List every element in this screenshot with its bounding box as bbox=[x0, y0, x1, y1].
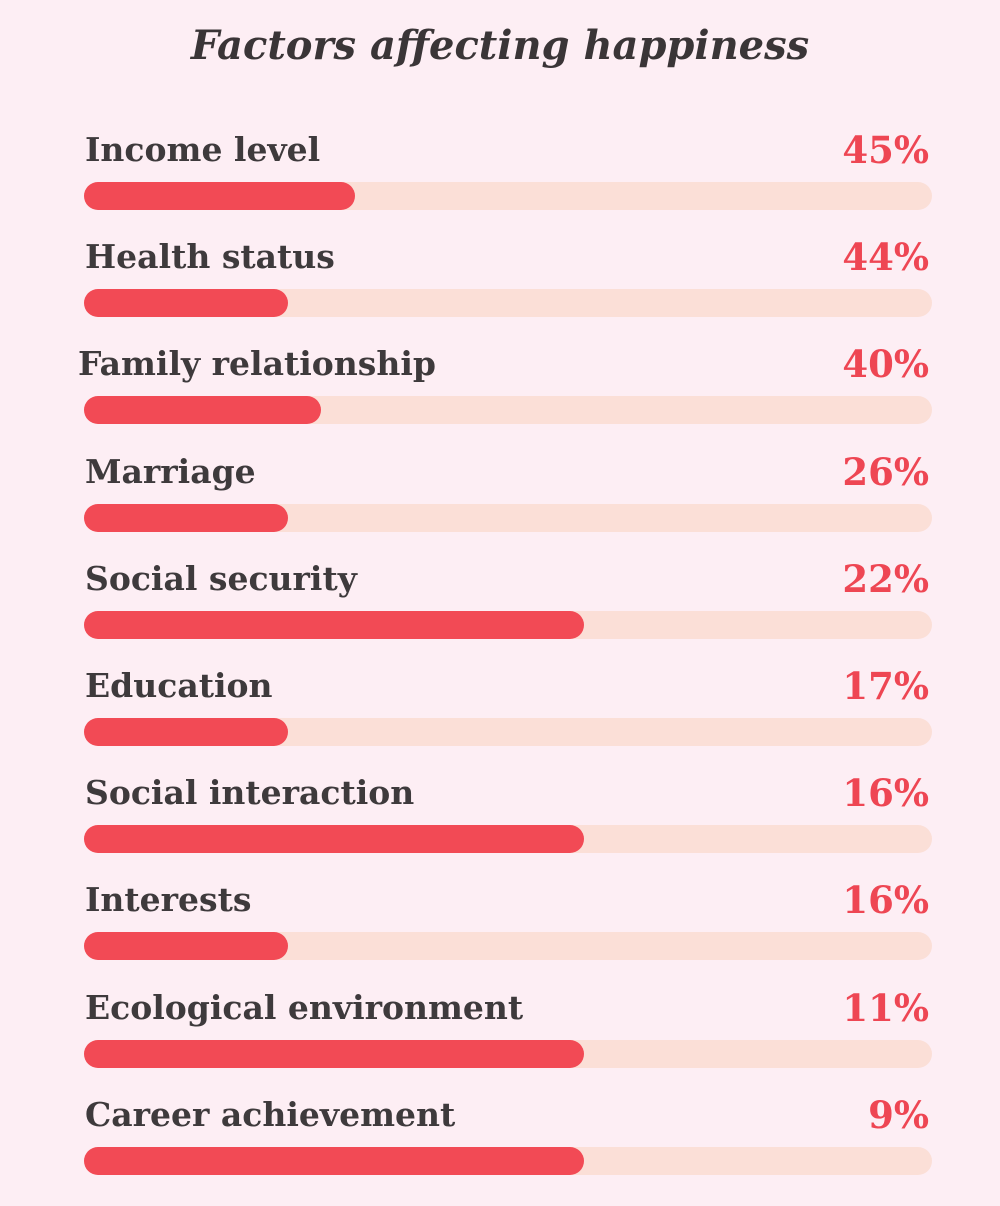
bar-label: Social interaction bbox=[85, 773, 415, 813]
bar-row: Health status 44% bbox=[0, 235, 1000, 335]
bar-track bbox=[84, 718, 932, 746]
bar-row: Social interaction 16% bbox=[0, 771, 1000, 871]
bar-track bbox=[84, 1146, 932, 1175]
bar-row: Interests 16% bbox=[0, 878, 1000, 978]
bar-value-label: 26% bbox=[842, 449, 929, 494]
bar-value-label: 40% bbox=[842, 342, 929, 387]
bar-track bbox=[84, 610, 932, 639]
bar-track bbox=[84, 289, 932, 318]
bar-label: Family relationship bbox=[78, 344, 436, 384]
bar-value-label: 17% bbox=[842, 664, 929, 708]
bar-fill bbox=[84, 1146, 585, 1175]
bar-track bbox=[84, 182, 932, 210]
bar-track bbox=[84, 825, 932, 854]
bar-fill bbox=[84, 932, 288, 961]
bar-value-label: 11% bbox=[842, 985, 929, 1030]
bar-fill bbox=[84, 825, 585, 854]
bar-label: Education bbox=[85, 666, 273, 705]
bar-fill bbox=[84, 503, 288, 532]
bar-label: Ecological environment bbox=[85, 987, 524, 1027]
bar-track bbox=[84, 932, 932, 961]
bar-track bbox=[84, 503, 932, 532]
bar-row: Education 17% bbox=[0, 664, 1000, 764]
bar-fill bbox=[84, 182, 356, 210]
bar-track bbox=[84, 1039, 932, 1068]
bar-label: Marriage bbox=[85, 451, 256, 491]
bar-fill bbox=[84, 289, 288, 318]
bar-fill bbox=[84, 1039, 585, 1068]
bar-row: Career achievement 9% bbox=[0, 1093, 1000, 1193]
bar-value-label: 44% bbox=[842, 235, 929, 280]
bar-row: Ecological environment 11% bbox=[0, 986, 1000, 1086]
bar-value-label: 9% bbox=[868, 1092, 929, 1137]
bar-fill bbox=[84, 610, 585, 639]
bar-row: Income level 45% bbox=[0, 128, 1000, 228]
bar-label: Interests bbox=[85, 880, 252, 920]
bar-label: Social security bbox=[85, 558, 357, 598]
bar-row: Social security 22% bbox=[0, 557, 1000, 657]
chart-title: Factors affecting happiness bbox=[190, 22, 810, 69]
bar-label: Health status bbox=[85, 237, 335, 277]
bar-value-label: 16% bbox=[842, 878, 929, 923]
bar-track bbox=[84, 396, 932, 425]
bar-fill bbox=[84, 718, 288, 746]
bar-row: Family relationship 40% bbox=[0, 342, 1000, 442]
bar-value-label: 22% bbox=[842, 556, 929, 601]
bar-label: Income level bbox=[85, 130, 321, 169]
bar-row: Marriage 26% bbox=[0, 450, 1000, 550]
bar-label: Career achievement bbox=[85, 1094, 456, 1134]
bar-value-label: 16% bbox=[842, 771, 929, 816]
bar-fill bbox=[84, 396, 322, 425]
bar-value-label: 45% bbox=[842, 128, 929, 172]
